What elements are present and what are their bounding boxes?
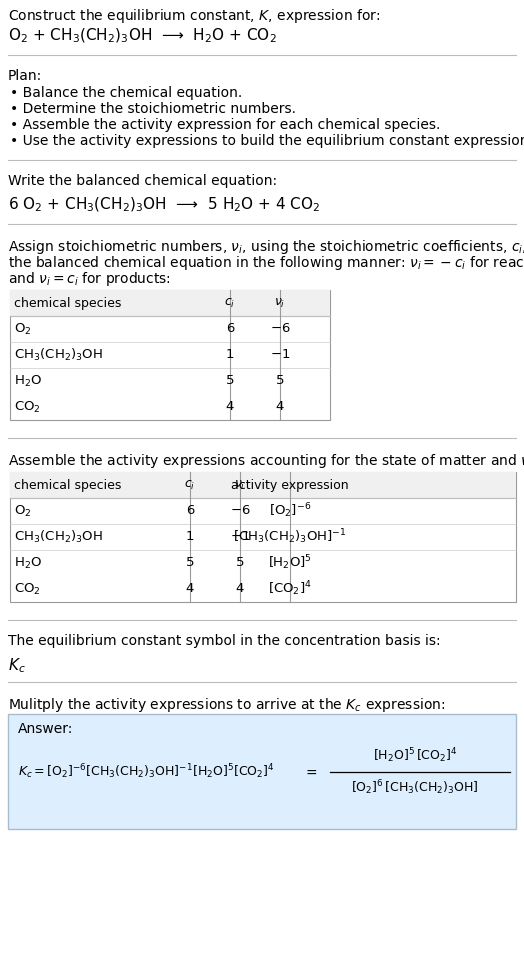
- Text: the balanced chemical equation in the following manner: $\nu_i = -c_i$ for react: the balanced chemical equation in the fo…: [8, 254, 524, 272]
- Text: 5: 5: [236, 557, 244, 569]
- Text: 1: 1: [185, 531, 194, 543]
- Text: Assign stoichiometric numbers, $\nu_i$, using the stoichiometric coefficients, $: Assign stoichiometric numbers, $\nu_i$, …: [8, 238, 524, 256]
- Text: $K_c = [\mathrm{O}_2]^{-6}[\mathrm{CH}_3(\mathrm{CH}_2)_3\mathrm{OH}]^{-1}[\math: $K_c = [\mathrm{O}_2]^{-6}[\mathrm{CH}_3…: [18, 762, 275, 782]
- Text: $\mathrm{O_2}$ + $\mathrm{CH_3(CH_2)_3OH}$  ⟶  $\mathrm{H_2O}$ + $\mathrm{CO_2}$: $\mathrm{O_2}$ + $\mathrm{CH_3(CH_2)_3OH…: [8, 27, 277, 45]
- Text: 6 O$_2$ + CH$_3$(CH$_2$)$_3$OH  ⟶  5 H$_2$O + 4 CO$_2$: 6 O$_2$ + CH$_3$(CH$_2$)$_3$OH ⟶ 5 H$_2$…: [8, 196, 320, 214]
- Text: $c_i$: $c_i$: [184, 479, 195, 491]
- Text: chemical species: chemical species: [14, 296, 122, 310]
- Text: • Use the activity expressions to build the equilibrium constant expression.: • Use the activity expressions to build …: [10, 134, 524, 148]
- Text: CH$_3$(CH$_2$)$_3$OH: CH$_3$(CH$_2$)$_3$OH: [14, 529, 103, 545]
- Text: [CO$_2$]$^4$: [CO$_2$]$^4$: [268, 580, 312, 598]
- Text: $K_c$: $K_c$: [8, 656, 26, 675]
- Text: $c_i$: $c_i$: [224, 296, 236, 310]
- Text: Construct the equilibrium constant, $K$, expression for:: Construct the equilibrium constant, $K$,…: [8, 7, 380, 25]
- Text: and $\nu_i = c_i$ for products:: and $\nu_i = c_i$ for products:: [8, 270, 171, 288]
- Text: 4: 4: [236, 583, 244, 595]
- Text: [H$_2$O]$^5$: [H$_2$O]$^5$: [268, 554, 312, 572]
- Text: H$_2$O: H$_2$O: [14, 556, 42, 570]
- Bar: [10, 472, 516, 498]
- Text: $-6$: $-6$: [270, 322, 290, 336]
- Text: CO$_2$: CO$_2$: [14, 582, 41, 596]
- FancyBboxPatch shape: [8, 714, 516, 829]
- Text: activity expression: activity expression: [231, 479, 349, 491]
- Text: chemical species: chemical species: [14, 479, 122, 491]
- Text: Mulitply the activity expressions to arrive at the $K_c$ expression:: Mulitply the activity expressions to arr…: [8, 696, 445, 714]
- Text: $-1$: $-1$: [230, 531, 250, 543]
- Text: 1: 1: [226, 348, 234, 362]
- Text: 5: 5: [185, 557, 194, 569]
- Text: $=$: $=$: [302, 765, 318, 779]
- Text: $-6$: $-6$: [230, 505, 250, 517]
- Text: $\nu_i$: $\nu_i$: [274, 296, 286, 310]
- Text: 6: 6: [226, 322, 234, 336]
- Bar: [10, 290, 330, 316]
- Text: CH$_3$(CH$_2$)$_3$OH: CH$_3$(CH$_2$)$_3$OH: [14, 347, 103, 363]
- Text: The equilibrium constant symbol in the concentration basis is:: The equilibrium constant symbol in the c…: [8, 634, 441, 648]
- Text: 6: 6: [186, 505, 194, 517]
- Text: $[\mathrm{H}_2\mathrm{O}]^5\,[\mathrm{CO}_2]^4$: $[\mathrm{H}_2\mathrm{O}]^5\,[\mathrm{CO…: [373, 747, 457, 765]
- Text: 5: 5: [276, 374, 284, 388]
- Text: • Assemble the activity expression for each chemical species.: • Assemble the activity expression for e…: [10, 118, 440, 132]
- Text: O$_2$: O$_2$: [14, 321, 31, 337]
- Text: 5: 5: [226, 374, 234, 388]
- Text: Answer:: Answer:: [18, 722, 73, 736]
- Text: $[\mathrm{O}_2]^6\,[\mathrm{CH}_3(\mathrm{CH}_2)_3\mathrm{OH}]$: $[\mathrm{O}_2]^6\,[\mathrm{CH}_3(\mathr…: [351, 779, 479, 797]
- Text: [O$_2$]$^{-6}$: [O$_2$]$^{-6}$: [269, 502, 311, 520]
- Text: CO$_2$: CO$_2$: [14, 400, 41, 415]
- Text: $-1$: $-1$: [270, 348, 290, 362]
- Text: Plan:: Plan:: [8, 69, 42, 83]
- Text: O$_2$: O$_2$: [14, 504, 31, 518]
- Text: [CH$_3$(CH$_2$)$_3$OH]$^{-1}$: [CH$_3$(CH$_2$)$_3$OH]$^{-1}$: [233, 528, 347, 546]
- Text: 4: 4: [276, 400, 284, 413]
- Text: $\nu_i$: $\nu_i$: [234, 479, 246, 491]
- Text: 4: 4: [186, 583, 194, 595]
- Text: • Balance the chemical equation.: • Balance the chemical equation.: [10, 86, 242, 100]
- Text: H$_2$O: H$_2$O: [14, 373, 42, 389]
- Bar: [10, 472, 516, 602]
- Text: • Determine the stoichiometric numbers.: • Determine the stoichiometric numbers.: [10, 102, 296, 116]
- Text: Assemble the activity expressions accounting for the state of matter and $\nu_i$: Assemble the activity expressions accoun…: [8, 452, 524, 470]
- Text: 4: 4: [226, 400, 234, 413]
- Text: Write the balanced chemical equation:: Write the balanced chemical equation:: [8, 174, 277, 188]
- Bar: [10, 290, 330, 420]
